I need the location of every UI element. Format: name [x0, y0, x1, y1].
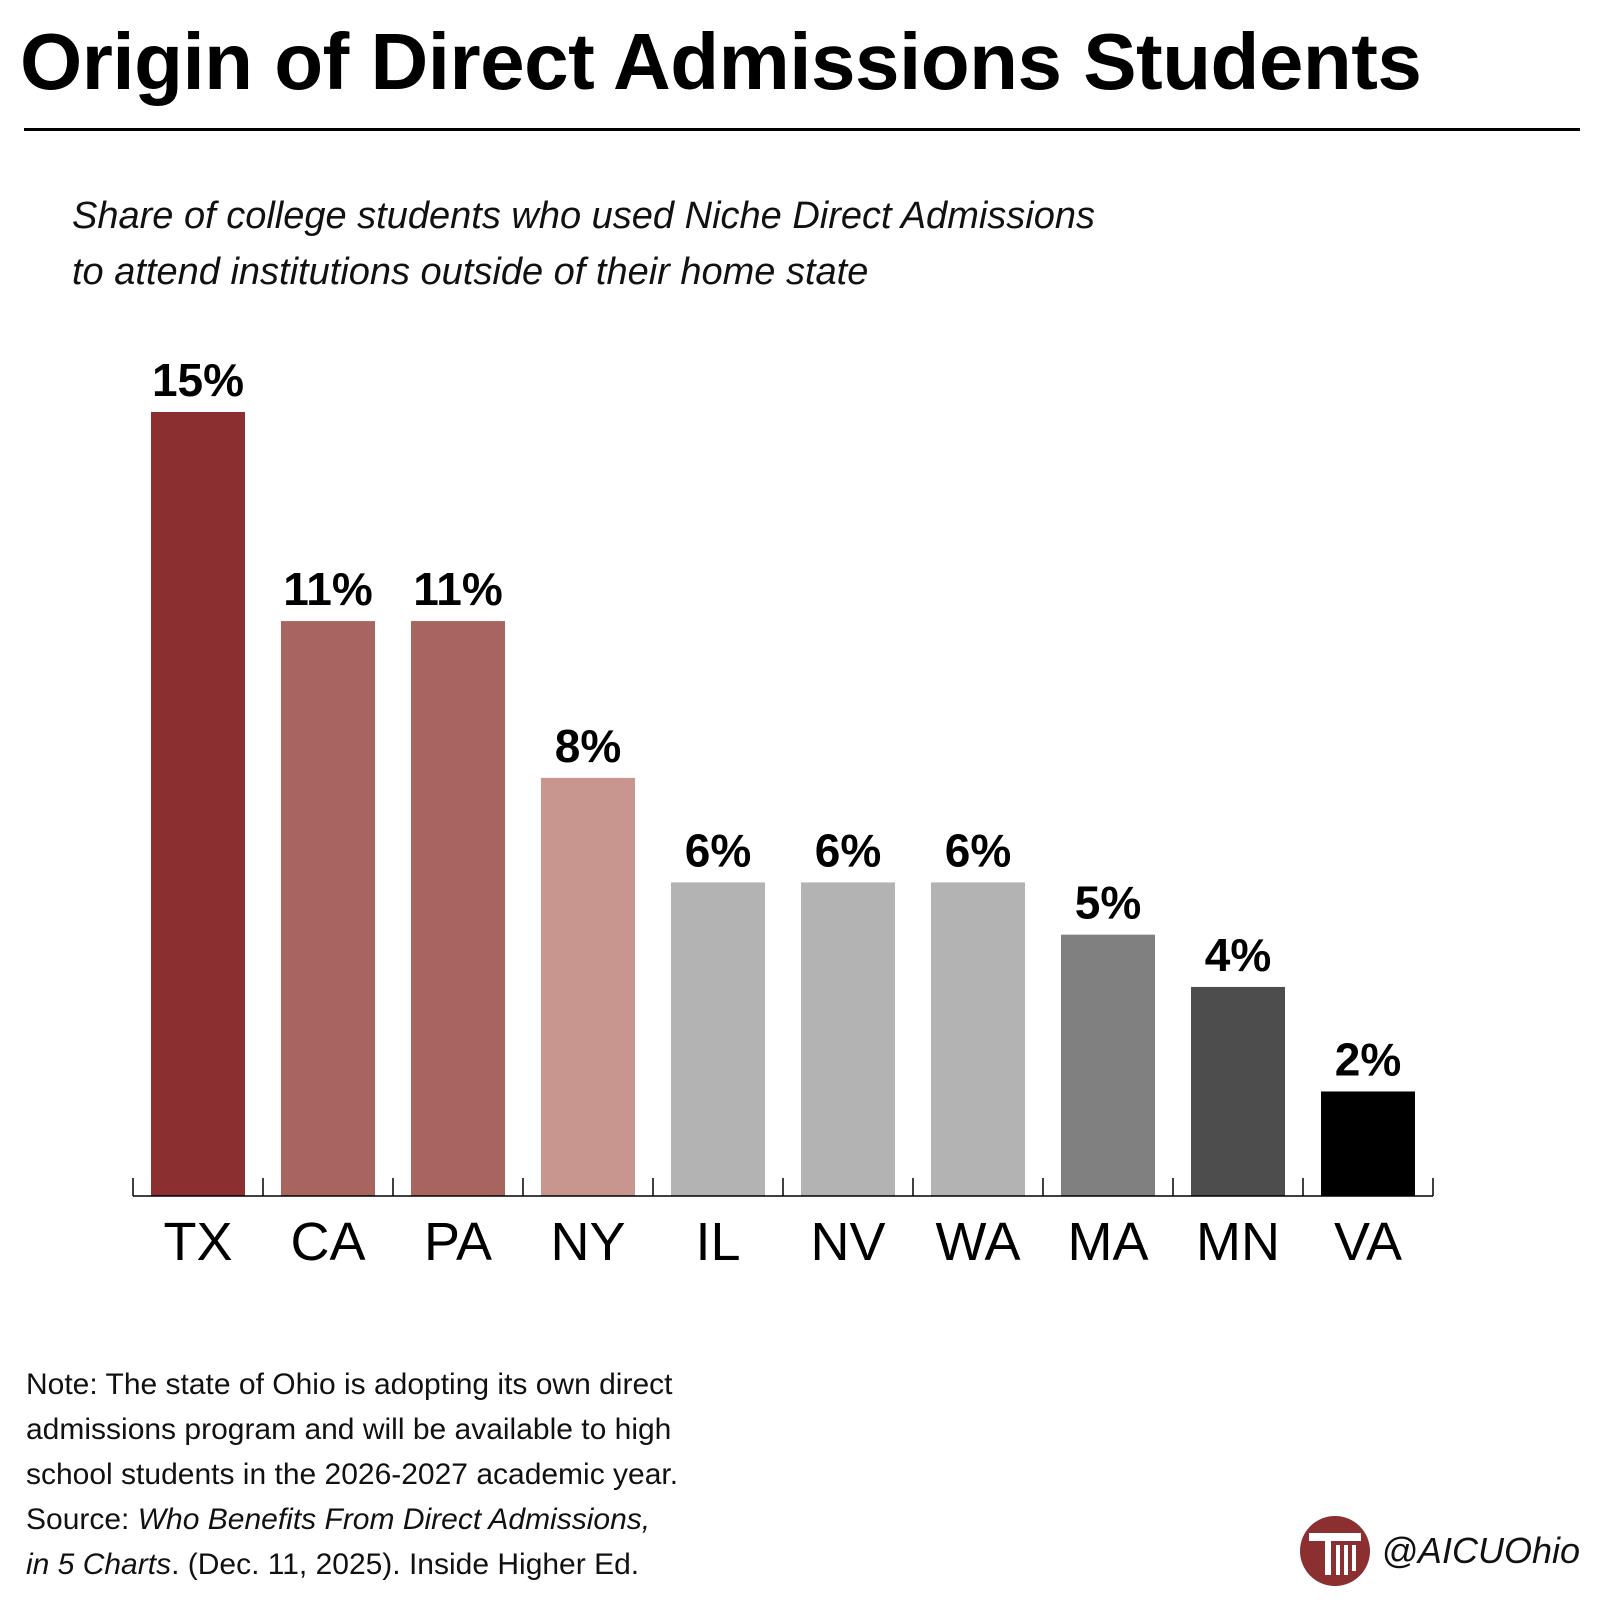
note-line-3: school students in the 2026-2027 academi…: [26, 1458, 679, 1491]
note-line-1: Note: The state of Ohio is adopting its …: [26, 1368, 673, 1401]
bar-ma: [1061, 934, 1155, 1196]
subtitle-line-2: to attend institutions outside of their …: [72, 251, 869, 293]
social-handle: @AICUOhio: [1381, 1530, 1580, 1571]
tick-label-pa: PA: [424, 1212, 492, 1272]
data-label-ca: 11%: [283, 563, 373, 615]
tick-label-tx: TX: [163, 1212, 232, 1272]
footnote: Note: The state of Ohio is adopting its …: [26, 1362, 678, 1587]
data-label-tx: 15%: [152, 354, 244, 406]
source-prefix: Source:: [26, 1503, 138, 1536]
tick-label-mn: MN: [1196, 1212, 1280, 1272]
column-logo-icon: [1300, 1516, 1371, 1586]
bar-il: [671, 882, 765, 1196]
source-suffix: . (Dec. 11, 2025). Inside Higher Ed.: [171, 1548, 640, 1581]
chart-subtitle: Share of college students who used Niche…: [72, 188, 1095, 300]
source-line-2: in 5 Charts. (Dec. 11, 2025). Inside Hig…: [26, 1542, 678, 1587]
bar-tx: [151, 412, 245, 1196]
tick-label-ny: NY: [550, 1212, 625, 1272]
source-line-1: Source: Who Benefits From Direct Admissi…: [26, 1497, 678, 1542]
subtitle-line-1: Share of college students who used Niche…: [72, 195, 1095, 237]
tick-label-nv: NV: [810, 1212, 885, 1272]
data-label-ma: 5%: [1075, 877, 1141, 929]
source-title-2: in 5 Charts: [26, 1548, 172, 1581]
tick-label-va: VA: [1334, 1212, 1402, 1272]
bar-chart: 15% TX 11% CA 11% PA 8% NY 6% IL 6% NV 6% WA 5% MA 4% MN 2…: [132, 354, 1434, 1272]
data-label-mn: 4%: [1205, 929, 1271, 981]
source-title-1: Who Benefits From Direct Admissions,: [137, 1503, 651, 1536]
data-label-wa: 6%: [945, 824, 1011, 876]
tick-label-il: IL: [695, 1212, 740, 1272]
bar-nv: [801, 882, 895, 1196]
data-label-ny: 8%: [555, 720, 621, 772]
bar-ca: [281, 621, 375, 1196]
bar-pa: [411, 621, 505, 1196]
title-divider: [24, 128, 1580, 131]
bar-wa: [931, 882, 1025, 1196]
chart-title: Origin of Direct Admissions Students: [20, 17, 1422, 106]
note-line-2: admissions program and will be available…: [26, 1413, 672, 1446]
data-label-pa: 11%: [413, 563, 503, 615]
data-label-va: 2%: [1335, 1033, 1401, 1085]
data-label-il: 6%: [685, 824, 751, 876]
tick-label-wa: WA: [936, 1212, 1021, 1272]
data-label-nv: 6%: [815, 824, 881, 876]
tick-label-ca: CA: [290, 1212, 365, 1272]
bar-mn: [1191, 986, 1285, 1196]
bar-va: [1321, 1091, 1415, 1196]
tick-label-ma: MA: [1068, 1212, 1149, 1272]
bar-ny: [541, 777, 635, 1196]
brand: @AICUOhio: [1299, 1515, 1580, 1587]
